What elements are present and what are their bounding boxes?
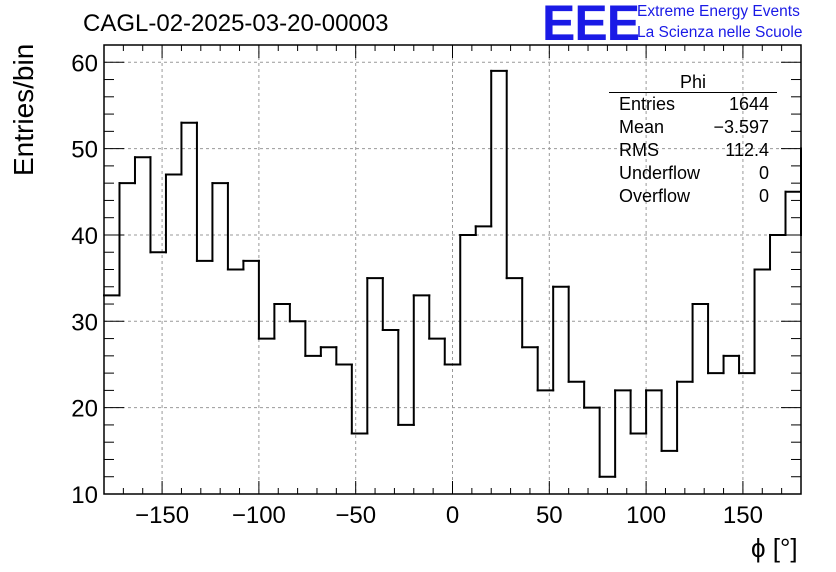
stats-value: 0 — [758, 163, 769, 183]
stats-label: RMS — [619, 140, 659, 160]
x-axis-label: ϕ [°] — [751, 533, 798, 563]
x-tick-label: −150 — [135, 502, 189, 529]
stats-row-entries: Entries 1644 — [609, 93, 777, 116]
x-tick-label: 50 — [536, 502, 563, 529]
stats-value: 0 — [758, 186, 769, 206]
axis-ticks — [104, 44, 801, 495]
y-tick-label: 50 — [71, 137, 98, 164]
y-tick-label: 60 — [71, 50, 98, 77]
y-tick-label: 10 — [71, 482, 98, 509]
y-tick-label: 20 — [71, 396, 98, 423]
stats-label: Mean — [619, 117, 665, 137]
stats-box: Phi Entries 1644 Mean −3.597 RMS 112.4 U… — [609, 72, 777, 208]
stats-label: Entries — [619, 94, 676, 114]
stats-row-mean: Mean −3.597 — [609, 116, 777, 139]
stats-title: Phi — [609, 72, 777, 93]
stats-row-rms: RMS 112.4 — [609, 139, 777, 162]
stats-row-overflow: Overflow 0 — [609, 185, 777, 208]
tick-labels: −150 −100 −50 0 50 100 150 10 20 30 40 50 60 — [71, 50, 763, 529]
stats-row-underflow: Underflow 0 — [609, 162, 777, 185]
eee-logo: EEE — [542, 0, 640, 51]
x-tick-label: −100 — [232, 502, 286, 529]
x-tick-label: −50 — [335, 502, 376, 529]
chart-title: CAGL-02-2025-03-20-00003 — [83, 10, 389, 37]
grid-lines — [104, 45, 801, 494]
y-tick-label: 30 — [71, 309, 98, 336]
plot-frame — [103, 44, 802, 495]
stats-label: Overflow — [619, 186, 691, 206]
x-tick-label: 100 — [626, 502, 666, 529]
eee-logo-line1: Extreme Energy Events — [637, 3, 800, 20]
x-tick-label: 150 — [723, 502, 763, 529]
stats-value: 1644 — [728, 94, 769, 114]
y-tick-label: 40 — [71, 223, 98, 250]
stats-label: Underflow — [619, 163, 701, 183]
stats-value: 112.4 — [725, 140, 769, 160]
eee-logo-line2: La Scienza nelle Scuole — [637, 24, 803, 41]
stats-value: −3.597 — [713, 117, 769, 137]
x-tick-label: 0 — [446, 502, 459, 529]
y-axis-label: Entries/bin — [8, 43, 39, 176]
